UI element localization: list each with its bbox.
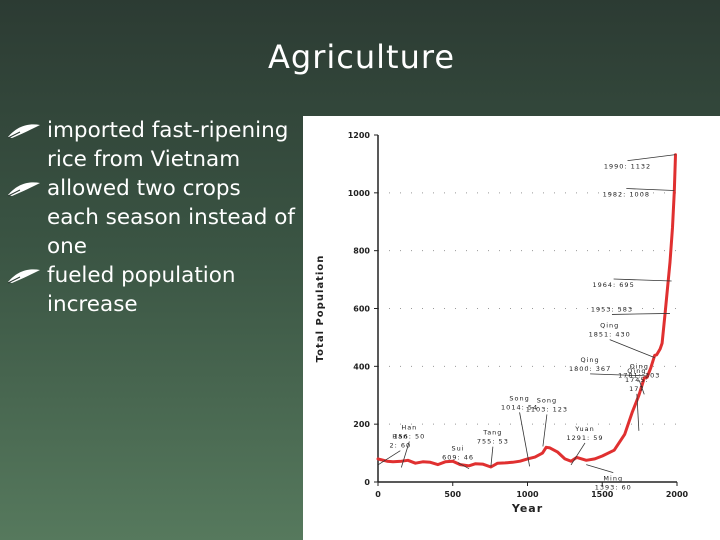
annotation-leader xyxy=(611,313,670,315)
y-tick-label: 400 xyxy=(353,362,370,371)
y-tick-label: 0 xyxy=(364,478,370,487)
annotation-leader xyxy=(542,414,548,447)
annotation-leader xyxy=(586,464,614,474)
annotation-leader xyxy=(400,441,410,468)
y-tick-label: 1200 xyxy=(348,131,371,140)
quill-pen-icon xyxy=(7,269,40,284)
annotation-leader xyxy=(378,450,401,465)
bullet-text: fueled population increase xyxy=(47,263,236,317)
annotation-label: Han 2: 60 xyxy=(389,433,411,450)
bullet-item: fueled population increase xyxy=(6,261,296,319)
population-chart: 0 200 400 600 800 1000 1200 0 500 1000 1500 2000 Yea… xyxy=(303,116,720,540)
x-tick-label: 1500 xyxy=(591,490,614,499)
chart-canvas: 0 200 400 600 800 1000 1200 0 500 1000 1500 2000 Yea… xyxy=(315,131,689,515)
bullet-text: imported fast-ripening rice from Vietnam xyxy=(47,118,289,172)
annotation-leader xyxy=(457,462,470,470)
annotation-label: Song 1014: 54 xyxy=(501,394,538,411)
annotation-leader xyxy=(613,278,672,282)
x-tick-label: 2000 xyxy=(666,490,689,499)
y-tick-label: 800 xyxy=(353,247,370,256)
quill-pen-icon xyxy=(7,182,40,197)
annotation-leader xyxy=(626,188,675,191)
annotation-label: Qing 1800: 367 xyxy=(569,356,611,373)
bullet-text: allowed two crops each season instead of… xyxy=(47,176,295,259)
x-tick-label: 1000 xyxy=(516,490,539,499)
slide-title: Agriculture xyxy=(268,38,455,76)
annotation-label: Qing 1745: 177 xyxy=(625,367,649,393)
annotation-label: Ming 1393: 60 xyxy=(595,475,632,492)
bullet-item: allowed two crops each season instead of… xyxy=(6,174,296,261)
annotation-label: Yuan 1291: 59 xyxy=(566,425,603,442)
annotation-label: Qing 1781: 303 xyxy=(618,362,660,379)
bullet-item: imported fast-ripening rice from Vietnam xyxy=(6,116,296,174)
annotation-label: Tang 755: 53 xyxy=(477,429,509,446)
annotation-label: Song 1103: 123 xyxy=(526,396,568,413)
quill-pen-icon xyxy=(7,124,40,139)
y-tick-label: 200 xyxy=(353,420,370,429)
annotation-leader xyxy=(609,339,655,359)
x-tick-label: 0 xyxy=(375,490,381,499)
annotation-leader xyxy=(636,393,640,431)
annotation-label: Han 156: 50 xyxy=(393,424,425,441)
y-tick-label: 1000 xyxy=(348,189,371,198)
annotation-leader xyxy=(638,380,645,395)
annotation-leader xyxy=(490,446,494,467)
y-axis-title: Total Population xyxy=(315,255,326,363)
annotation-leader xyxy=(590,373,648,377)
x-axis-title: Year xyxy=(511,502,543,515)
annotation-label: Sui 609: 46 xyxy=(442,445,474,462)
annotation-label: Qing 1851: 430 xyxy=(589,322,631,339)
population-line xyxy=(376,153,677,469)
x-tick-label: 500 xyxy=(444,490,461,499)
annotation-leader xyxy=(627,154,676,162)
annotation-leader xyxy=(519,412,530,467)
annotation-label: 1982: 1008 xyxy=(603,191,650,199)
bullet-list: imported fast-ripening rice from Vietnam… xyxy=(6,116,296,319)
annotation-label: 1953: 583 xyxy=(591,305,633,313)
y-tick-label: 600 xyxy=(353,305,370,314)
annotation-leader xyxy=(570,442,586,466)
annotation-label: 1964: 695 xyxy=(593,281,635,289)
annotation-label: 1990: 1132 xyxy=(604,163,651,171)
